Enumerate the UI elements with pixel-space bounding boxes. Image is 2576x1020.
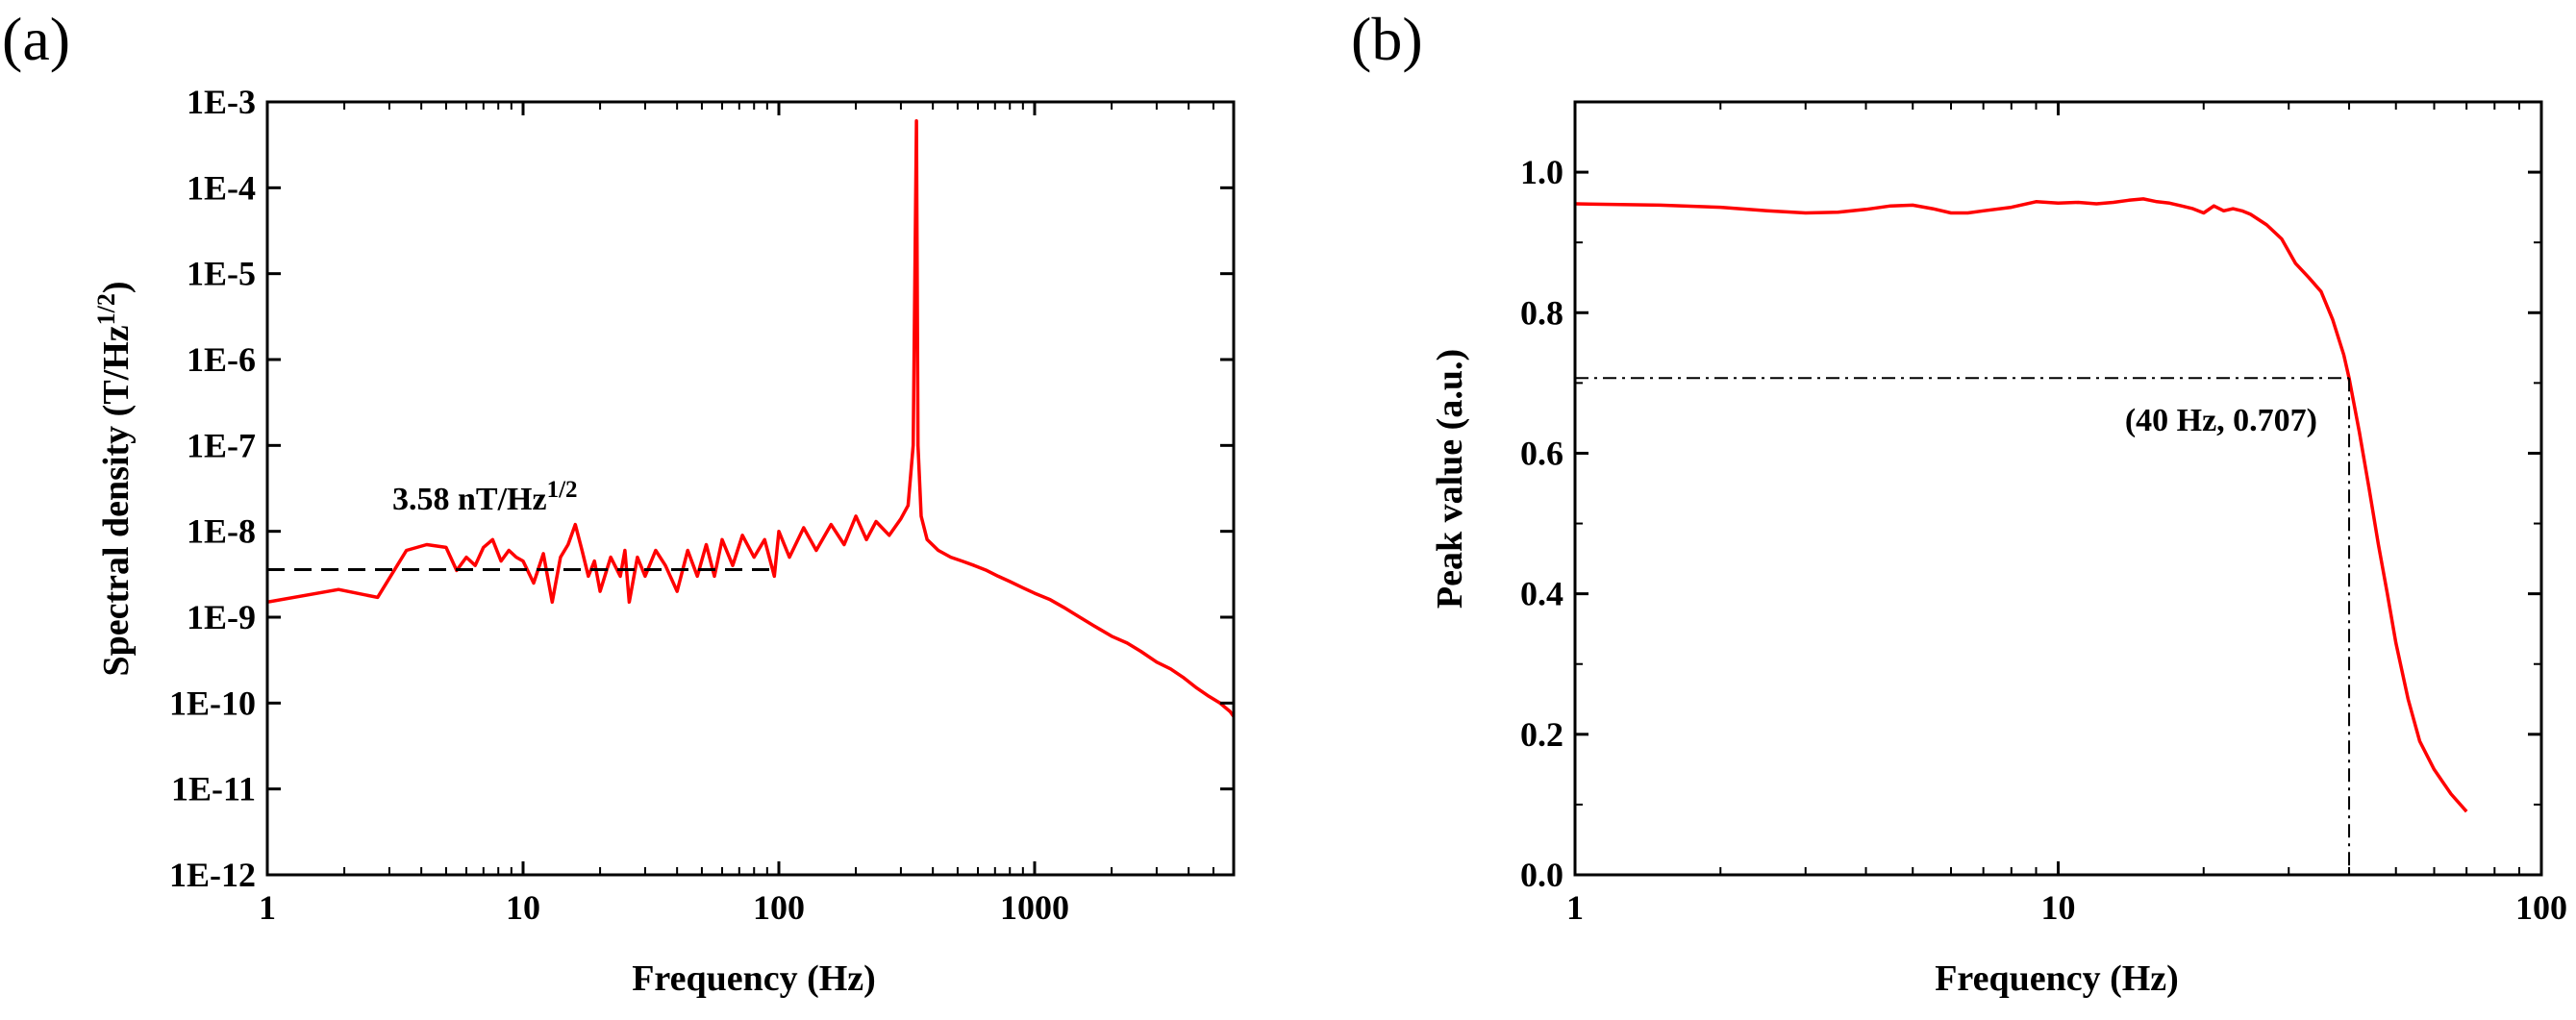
panel-b-y-axis-title: Peak value (a.u.) (1430, 349, 1470, 609)
panel-a-y-tick-label: 1E-7 (187, 426, 256, 464)
panel-a-y-tick-label: 1E-10 (169, 684, 256, 722)
panel-b-y-tick-label: 0.6 (1520, 434, 1563, 472)
panel-b-frame (1573, 100, 2543, 877)
panel-b-label: (b) (1351, 5, 1423, 73)
panel-a-annotation-sup: 1/2 (547, 477, 578, 503)
panel-a-plot-area: 1 10 100 1000 1E-12 1E-11 1E-10 1E-9 1E-8 1E-7 1E-… (169, 83, 1236, 927)
panel-a-x-tick-label: 1000 (1000, 888, 1069, 927)
panel-a-frame (265, 100, 1236, 877)
panel-a-y-tick-label: 1E-5 (187, 255, 256, 293)
panel-a-y-tick-label: 1E-9 (187, 598, 256, 636)
panel-a-y-axis-title-end: ) (96, 281, 137, 293)
panel-a-x-tick-label: 10 (506, 888, 540, 927)
panel-b-x-axis-title: Frequency (Hz) (1935, 958, 2179, 999)
panel-b-y-tick-label: 0.4 (1520, 575, 1563, 613)
panel-a-y-tick-label: 1E-4 (187, 168, 256, 207)
panel-a-y-axis-title-main: Spectral density (T/Hz (96, 325, 137, 676)
panel-a-y-tick-label: 1E-3 (187, 83, 256, 121)
panel-b: (b) 1 10 100 0.0 0.2 0.4 0.6 0.8 1.0 Frequency (… (1351, 5, 2567, 999)
panel-b-plot-area: 1 10 100 0.0 0.2 0.4 0.6 0.8 1.0 (1520, 100, 2567, 927)
panel-b-y-tick-label: 0.2 (1520, 715, 1563, 754)
panel-a-y-tick-label: 1E-12 (169, 856, 256, 894)
panel-a: (a) 1 10 100 1000 1E-12 1E-11 1E-10 1E-9 1E-8 1E-… (2, 5, 1236, 999)
panel-a-series-line-0 (267, 119, 1234, 718)
panel-b-y-tick-label: 0.8 (1520, 293, 1563, 332)
panel-b-x-tick-label: 1 (1566, 888, 1584, 927)
panel-a-y-tick-label: 1E-6 (187, 340, 256, 379)
panel-b-series-line-0 (1575, 197, 2468, 813)
panel-a-x-tick-label: 1 (259, 888, 276, 927)
panel-a-x-axis-title: Frequency (Hz) (632, 958, 876, 999)
panel-a-annotation-main: 3.58 nT/Hz (392, 482, 547, 517)
panel-a-noise-floor-annotation: 3.58 nT/Hz1/2 (392, 477, 578, 517)
panel-a-y-tick-label: 1E-11 (171, 770, 256, 809)
panel-b-x-tick-label: 100 (2515, 888, 2567, 927)
panel-a-y-tick-label: 1E-8 (187, 512, 256, 551)
panel-b-cutoff-annotation: (40 Hz, 0.707) (2125, 403, 2317, 438)
panel-b-x-tick-label: 10 (2041, 888, 2076, 927)
panel-a-y-axis-title: Spectral density (T/Hz1/2) (92, 281, 137, 676)
panel-a-label: (a) (2, 5, 70, 73)
panel-a-y-axis-title-sup: 1/2 (92, 293, 120, 325)
panel-b-y-tick-label: 0.0 (1520, 856, 1563, 894)
panel-a-x-tick-label: 100 (753, 888, 805, 927)
panel-b-y-tick-label: 1.0 (1520, 153, 1563, 191)
